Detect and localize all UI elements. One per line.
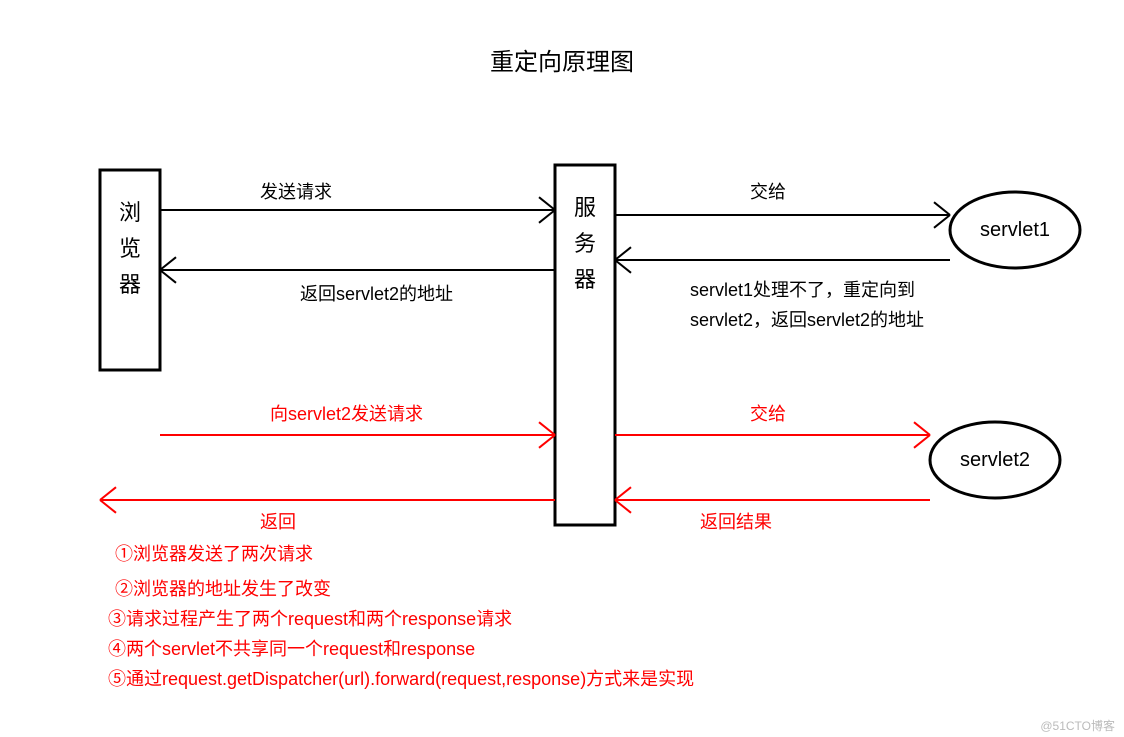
arrow-label-a6: 交给 <box>750 404 786 424</box>
note-2: ②浏览器的地址发生了改变 <box>115 579 331 599</box>
browser-label: 浏 <box>119 200 141 225</box>
browser-label: 览 <box>119 236 141 261</box>
server-label: 器 <box>574 267 596 292</box>
note-1: ①浏览器发送了两次请求 <box>115 544 313 564</box>
redirect-diagram: 重定向原理图浏览器服务器servlet1servlet2发送请求交给servle… <box>0 0 1124 737</box>
arrow-label-a7: 返回结果 <box>700 512 772 532</box>
arrow-label-a5: 向servlet2发送请求 <box>270 404 423 424</box>
browser-label: 器 <box>119 272 141 297</box>
server-label: 服 <box>574 195 596 220</box>
arrow-label-a2: 交给 <box>750 182 786 202</box>
server-label: 务 <box>574 231 596 256</box>
arrow-label-a4: 返回servlet2的地址 <box>300 284 453 304</box>
servlet1-label: servlet1 <box>980 219 1050 241</box>
arrow-label-a8: 返回 <box>260 512 296 532</box>
servlet2-label: servlet2 <box>960 449 1030 471</box>
note-4: ④两个servlet不共享同一个request和response <box>108 639 475 659</box>
arrow-label-a3: servlet1处理不了，重定向到servlet2，返回servlet2的地址 <box>690 280 924 330</box>
watermark: @51CTO博客 <box>1040 718 1115 733</box>
note-5: ⑤通过request.getDispatcher(url).forward(re… <box>108 669 694 689</box>
arrow-label-a1: 发送请求 <box>260 182 332 202</box>
note-3: ③请求过程产生了两个request和两个response请求 <box>108 609 512 629</box>
diagram-title: 重定向原理图 <box>490 49 634 76</box>
